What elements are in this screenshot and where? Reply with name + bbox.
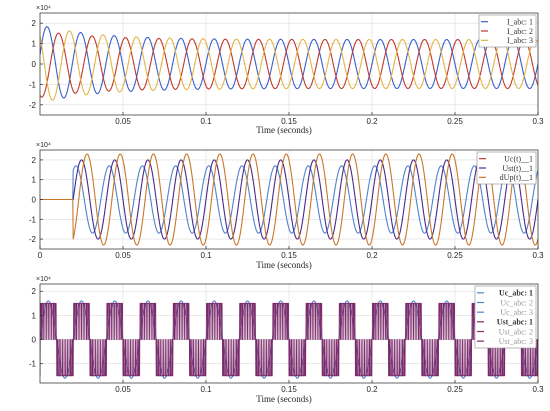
- legend-label: Uc_abc: 3: [500, 308, 533, 317]
- x-tick-label: 0.1: [200, 385, 212, 394]
- y-exponent-label: ×10⁴: [36, 142, 51, 149]
- legend-label: Ust_abc: 1: [497, 318, 533, 327]
- y-tick-label: -2: [29, 101, 37, 110]
- panel-3: 0.05 0.1 0.15 0.2 0.25 0.3 2 1 0 -1 ×10⁴ Time (seco…: [29, 276, 544, 404]
- x-axis-label: Time (seconds): [256, 394, 311, 404]
- x-tick-label: 0.25: [447, 117, 463, 126]
- legend-label: Uc(t)__1: [504, 154, 533, 163]
- series-line-1: [40, 165, 538, 234]
- legend-box: [478, 14, 537, 48]
- x-tick-label: 0.2: [366, 117, 378, 126]
- x-tick-label: 0.15: [281, 385, 297, 394]
- series-line-2: [40, 302, 538, 377]
- series-line-3: [40, 30, 538, 101]
- x-tick-label: 0: [38, 251, 43, 260]
- legend-box: [476, 151, 537, 185]
- x-tick-label: 0.05: [115, 117, 131, 126]
- y-tick-label: -1: [29, 360, 37, 369]
- x-tick-label: 0.3: [532, 251, 544, 260]
- x-axis-label: Time (seconds): [256, 260, 311, 270]
- legend-label: Ust(t)__1: [502, 164, 533, 173]
- x-tick-label: 0.15: [281, 117, 297, 126]
- y-tick-label: 1: [32, 176, 37, 185]
- series-group: [40, 26, 538, 101]
- panel-1: 0.05 0.1 0.15 0.2 0.25 0.3 2 1 0 -1 -2 ×10⁴ Time (se…: [29, 5, 544, 135]
- legend-label: Ust_abc: 2: [499, 327, 533, 336]
- series-line-3: [40, 153, 538, 246]
- y-tick-label: 2: [32, 156, 37, 165]
- legend: I_abc: 1I_abc: 2I_abc: 3: [478, 14, 537, 48]
- y-exponent-label: ×10⁴: [36, 276, 51, 283]
- series-group: [40, 300, 538, 379]
- y-exponent-label: ×10⁴: [36, 5, 51, 12]
- series-line-2: [40, 32, 538, 98]
- legend-box: [474, 285, 537, 349]
- y-tick-label: 0: [32, 60, 37, 69]
- x-tick-label: 0.1: [200, 117, 212, 126]
- y-tick-label: 2: [32, 287, 37, 296]
- x-axis-label: Time (seconds): [256, 125, 311, 135]
- y-tick-label: 2: [32, 19, 37, 28]
- ticks: 0.05 0.1 0.15 0.2 0.25 0.3 2 1 0 -1: [29, 287, 544, 394]
- series-group: [40, 153, 538, 246]
- y-tick-label: -2: [29, 235, 37, 244]
- x-tick-label: 0.15: [281, 251, 297, 260]
- x-tick-label: 0.25: [447, 385, 463, 394]
- x-tick-label: 0.3: [532, 117, 544, 126]
- y-tick-label: -1: [29, 80, 37, 89]
- legend-label: dUp(t)__1: [500, 173, 533, 182]
- x-tick-label: 0.2: [366, 385, 378, 394]
- y-tick-label: 0: [32, 336, 37, 345]
- y-tick-label: 1: [32, 311, 37, 320]
- ticks: 0.05 0.1 0.15 0.2 0.25 0.3 2 1 0 -1 -2: [29, 19, 544, 126]
- legend-label: Uc_abc: 1: [499, 289, 533, 298]
- panel-2: 0 0.05 0.1 0.15 0.2 0.25 0.3 2 1 0 -1 -2 ×10⁴ Time (s…: [29, 142, 544, 270]
- legend-label: Uc_abc: 2: [500, 298, 533, 307]
- ticks: 0 0.05 0.1 0.15 0.2 0.25 0.3 2 1 0 -1 -2: [29, 156, 544, 260]
- x-tick-label: 0.2: [366, 251, 378, 260]
- y-tick-label: 0: [32, 196, 37, 205]
- x-tick-label: 0.05: [115, 385, 131, 394]
- x-tick-label: 0.05: [115, 251, 131, 260]
- x-tick-label: 0.25: [447, 251, 463, 260]
- x-tick-label: 0.1: [200, 251, 212, 260]
- legend-label: I_abc: 3: [507, 36, 533, 45]
- legend-label: Ust_abc: 3: [499, 337, 533, 346]
- x-tick-label: 0.3: [532, 385, 544, 394]
- legend-label: I_abc: 2: [507, 27, 533, 36]
- y-tick-label: 1: [32, 40, 37, 49]
- series-line-2: [40, 159, 538, 240]
- legend-label: I_abc: 1: [507, 17, 533, 26]
- y-tick-label: -1: [29, 215, 37, 224]
- series-line-1: [40, 26, 538, 99]
